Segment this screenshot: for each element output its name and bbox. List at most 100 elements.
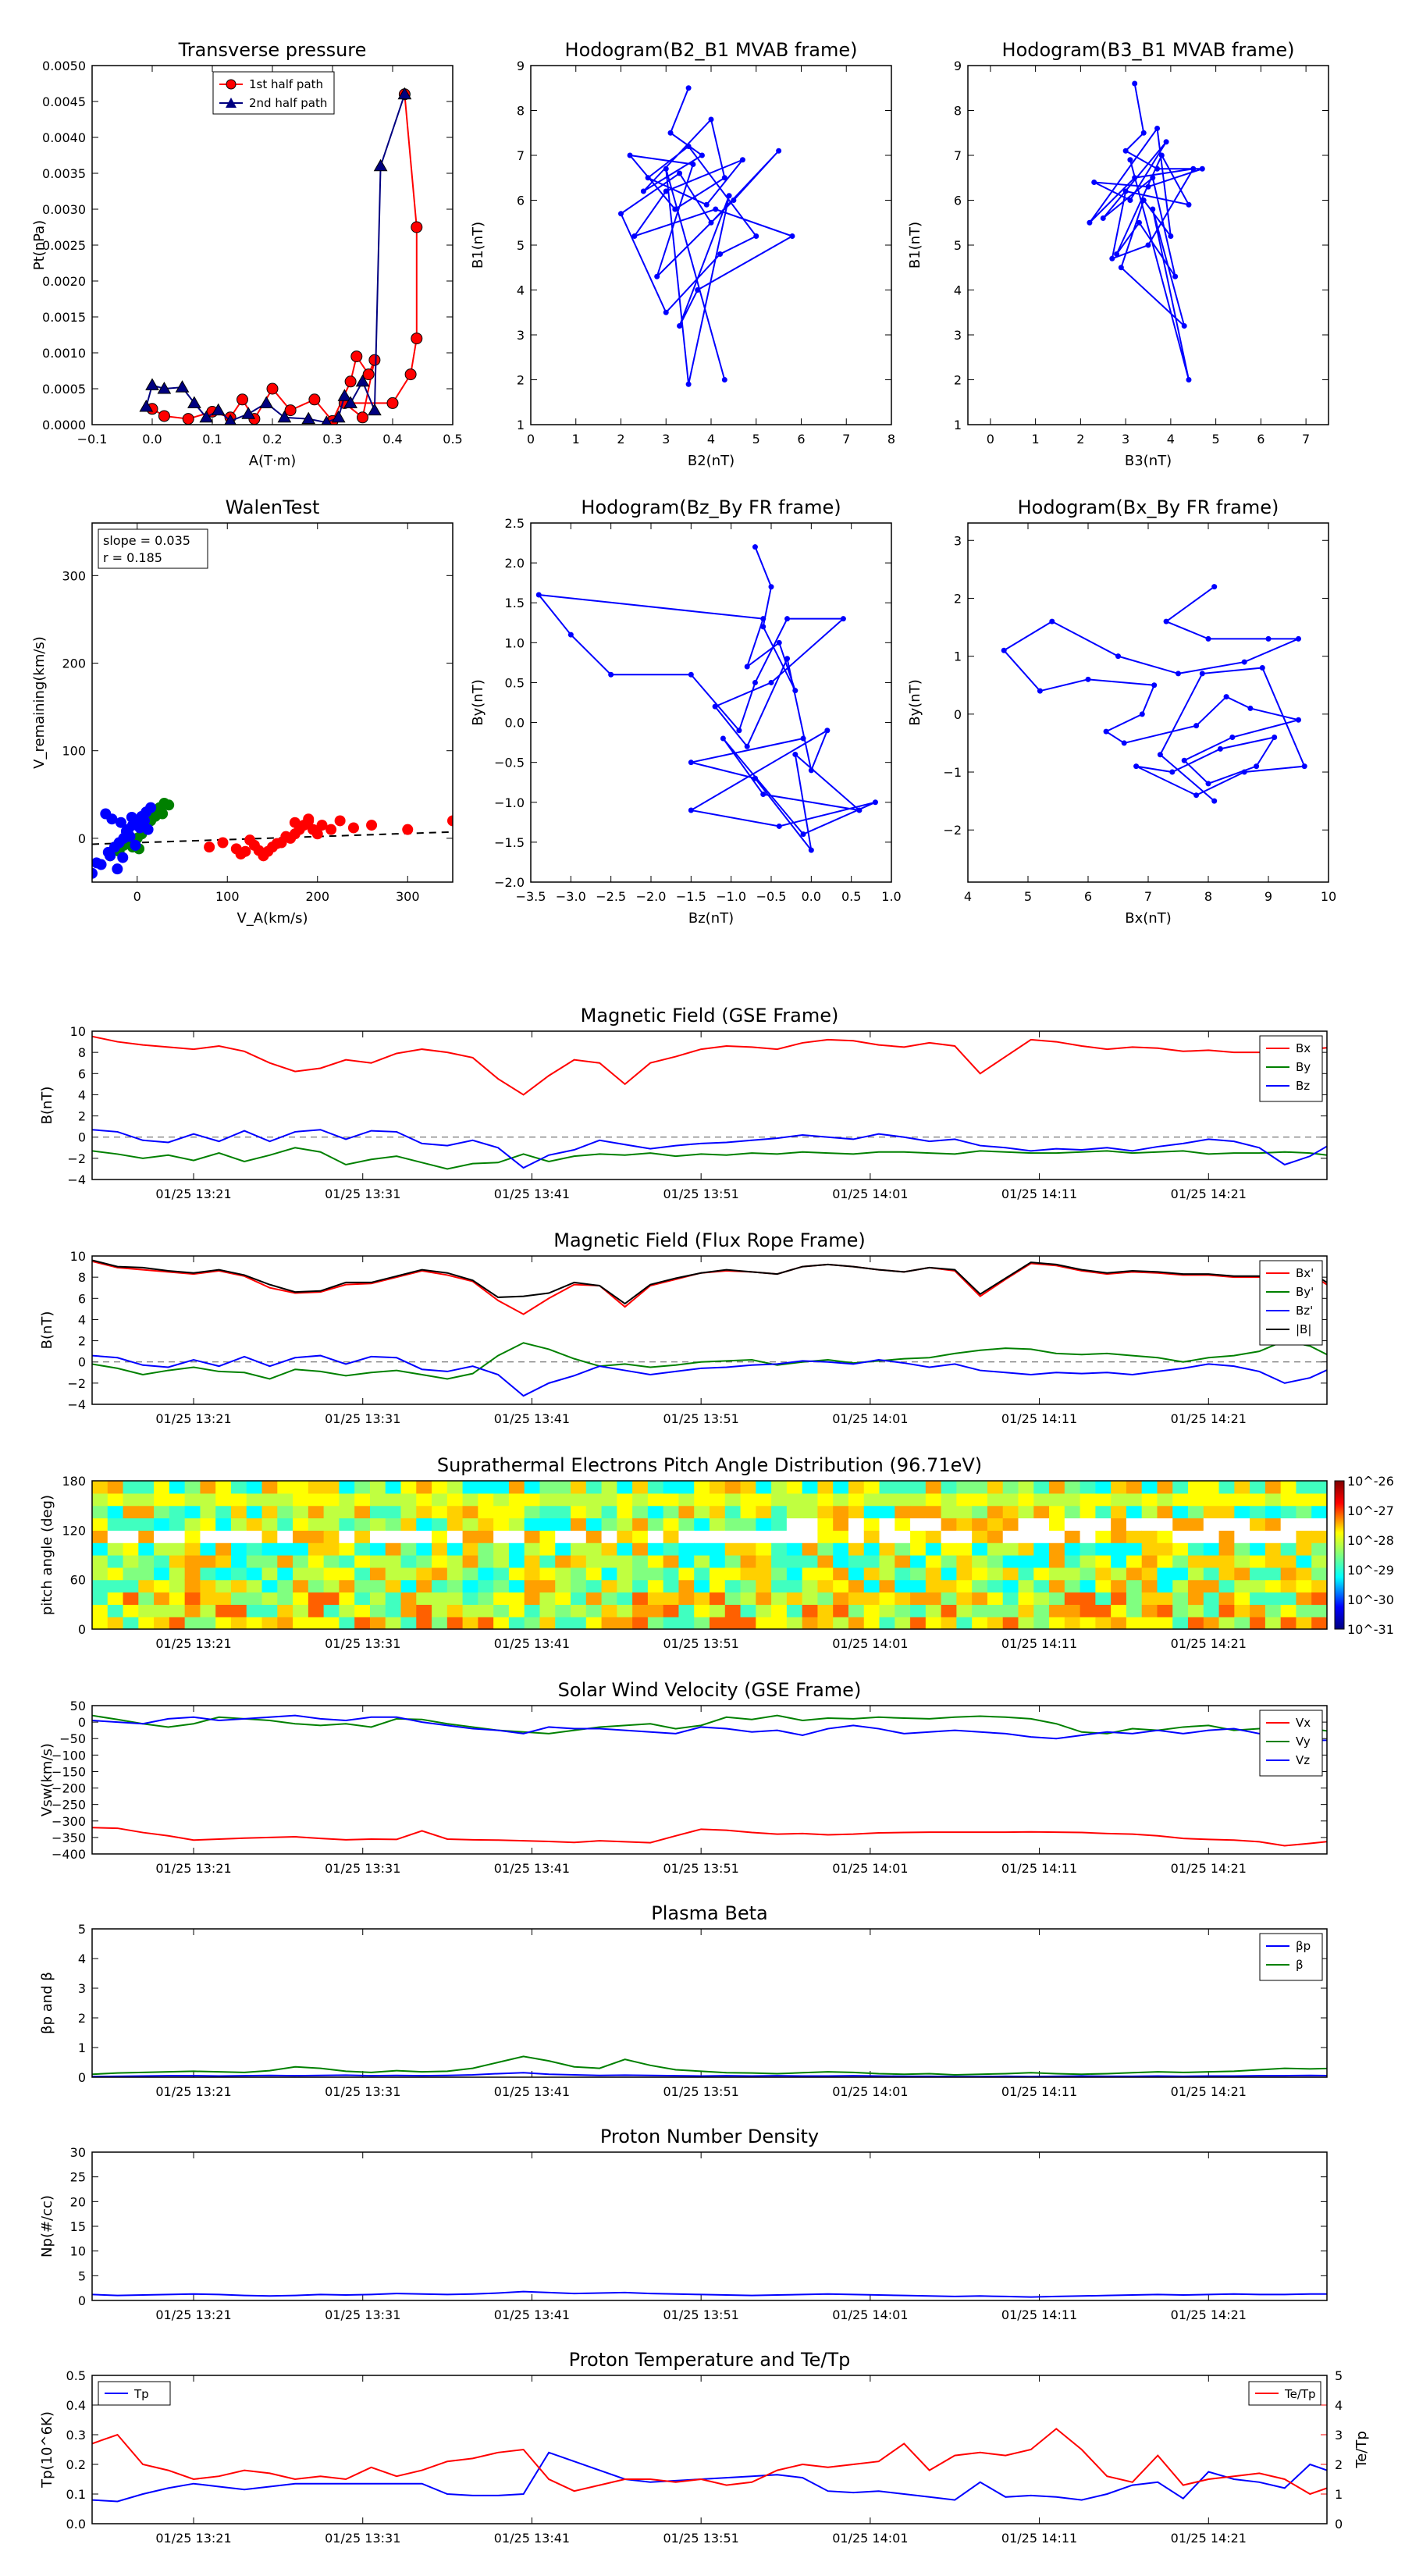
axes-frame xyxy=(91,1705,1328,1855)
heatmap-cell xyxy=(138,1604,155,1617)
heatmap-cell xyxy=(987,1542,1004,1556)
x-tick-label: 0 xyxy=(133,889,141,904)
heatmap-cell xyxy=(1080,1579,1096,1593)
heatmap-cell xyxy=(1250,1579,1266,1593)
heatmap-cell xyxy=(277,1617,293,1629)
x-tick-label: 01/25 13:41 xyxy=(494,1187,570,1201)
heatmap-cell xyxy=(895,1517,911,1531)
heatmap-cell xyxy=(400,1505,417,1519)
y-tick-label: −2 xyxy=(943,823,962,838)
heatmap-cell xyxy=(1203,1567,1220,1581)
heatmap-cell xyxy=(446,1505,464,1519)
heatmap-cell xyxy=(1126,1567,1143,1581)
plot-area xyxy=(92,2055,1327,2077)
heatmap-cell xyxy=(555,1617,571,1629)
colorbar-label: 10^-29 xyxy=(1347,1563,1394,1578)
heatmap-cell xyxy=(1002,1505,1019,1519)
heatmap-cell xyxy=(138,1542,155,1556)
heatmap-cell xyxy=(817,1617,834,1629)
y-axis-label: Pt(nPa) xyxy=(31,220,48,270)
heatmap-cell xyxy=(833,1517,849,1531)
y-tick-label: −0.5 xyxy=(494,756,525,770)
x-tick-label: 01/25 14:11 xyxy=(1001,1187,1077,1201)
heatmap-cell xyxy=(1018,1555,1034,1568)
heatmap-cell xyxy=(1296,1530,1312,1543)
heatmap-cell xyxy=(293,1617,309,1629)
y-tick-label: 0 xyxy=(78,1130,86,1145)
legend-label: Bx xyxy=(1296,1041,1311,1055)
heatmap-cell xyxy=(972,1617,988,1629)
y-tick-label: 4 xyxy=(517,283,525,298)
heatmap-cell xyxy=(1264,1604,1282,1617)
series-0-point xyxy=(739,157,745,163)
colorbar-label: 10^-27 xyxy=(1347,1503,1394,1518)
series-0-point xyxy=(347,822,359,834)
heatmap-cell xyxy=(1157,1493,1173,1507)
axes-frame xyxy=(91,522,454,883)
y-tick-label: 0 xyxy=(78,1355,86,1370)
series-0-point xyxy=(1229,735,1236,741)
heatmap-cell xyxy=(1203,1530,1220,1543)
heatmap-cell xyxy=(169,1517,186,1531)
y-tick-label: 0.0040 xyxy=(42,130,86,145)
heatmap-cell xyxy=(1296,1481,1312,1494)
heatmap-cell xyxy=(323,1604,340,1617)
heatmap-cell xyxy=(154,1530,170,1543)
y-tick-label: 180 xyxy=(62,1474,86,1489)
heatmap-cell xyxy=(1095,1530,1112,1543)
heatmap-cell xyxy=(446,1481,464,1494)
heatmap-cell xyxy=(678,1592,695,1605)
plot-area xyxy=(92,798,453,879)
heatmap-cell xyxy=(1234,1517,1250,1531)
series-0-point xyxy=(688,807,694,813)
series-1sthalfpath-point xyxy=(237,393,248,406)
heatmap-cell xyxy=(1080,1517,1096,1531)
heatmap-cell xyxy=(802,1604,819,1617)
y-tick-label: 3 xyxy=(954,328,962,343)
heatmap-cell xyxy=(369,1530,386,1543)
heatmap-cell xyxy=(601,1617,617,1629)
y-tick-label: 6 xyxy=(78,1066,86,1081)
heatmap-cell xyxy=(92,1604,108,1617)
annotation-text: slope = 0.035 xyxy=(103,533,190,548)
heatmap-cell xyxy=(585,1505,603,1519)
y-axis-label: B1(nT) xyxy=(470,222,486,269)
x-tick-label: 01/25 13:31 xyxy=(325,2307,400,2322)
heatmap-cell xyxy=(478,1567,494,1581)
series-0-point xyxy=(776,639,782,646)
heatmap-cell xyxy=(1296,1567,1312,1581)
heatmap-cell xyxy=(617,1592,633,1605)
axes-frame xyxy=(91,1480,1328,1630)
series-0-point xyxy=(726,193,732,199)
heatmap-cell xyxy=(539,1517,556,1531)
heatmap-cell xyxy=(647,1592,664,1605)
heatmap-cell xyxy=(1218,1592,1235,1605)
x-tick-label: 4 xyxy=(707,432,715,447)
series-0-point xyxy=(1115,653,1121,660)
y-tick-label: 6 xyxy=(517,194,525,208)
heatmap-cell xyxy=(1296,1604,1312,1617)
heatmap-cell xyxy=(956,1555,973,1568)
heatmap-cell xyxy=(1141,1604,1158,1617)
heatmap-cell xyxy=(663,1617,680,1629)
heatmap-cell xyxy=(571,1592,587,1605)
y-tick-label: 0.3 xyxy=(66,2428,86,2443)
heatmap-cell xyxy=(817,1517,834,1531)
heatmap-cell xyxy=(956,1493,973,1507)
heatmap-cell xyxy=(1234,1481,1250,1494)
heatmap-cell xyxy=(802,1555,819,1568)
heatmap-cell xyxy=(1141,1579,1158,1593)
heatmap-cell xyxy=(1188,1493,1204,1507)
heatmap-cell xyxy=(1250,1517,1266,1531)
axes-frame xyxy=(91,1928,1328,2078)
series-2ndhalfpath-point xyxy=(321,415,333,425)
heatmap-cell xyxy=(1264,1567,1282,1581)
heatmap-cell xyxy=(1126,1592,1143,1605)
x-tick-label: 01/25 13:21 xyxy=(155,1411,231,1426)
heatmap-cell xyxy=(1049,1530,1065,1543)
heatmap-cell xyxy=(941,1530,957,1543)
x-tick-label: 01/25 13:51 xyxy=(663,1411,739,1426)
heatmap-cell xyxy=(261,1592,278,1605)
y-tick-label: 1.5 xyxy=(505,596,525,610)
heatmap-cell xyxy=(1296,1555,1312,1568)
